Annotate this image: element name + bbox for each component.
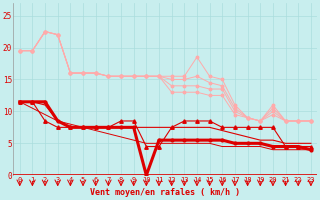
X-axis label: Vent moyen/en rafales ( km/h ): Vent moyen/en rafales ( km/h ) [90,188,240,197]
